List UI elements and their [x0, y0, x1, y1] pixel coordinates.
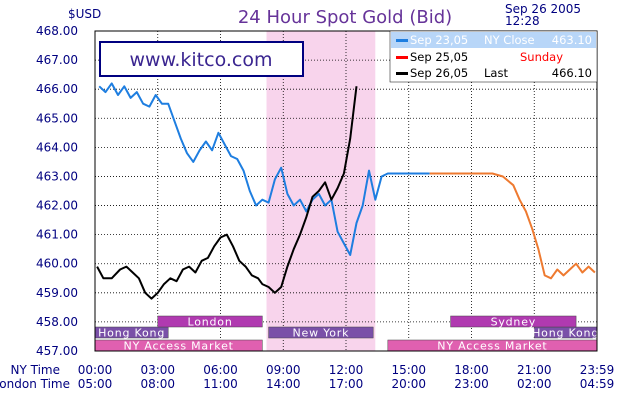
y-tick-label: 468.00	[36, 24, 78, 38]
x-tick-label-ny: 09:00	[266, 363, 301, 377]
market-bar-label: London	[187, 316, 232, 329]
ny-time-label: NY Time	[11, 363, 61, 377]
market-bar	[450, 315, 577, 328]
x-tick-label-london: 02:00	[517, 377, 552, 391]
y-axis-unit-label: $USD	[68, 7, 101, 21]
y-tick-label: 459.00	[36, 286, 78, 300]
legend-date: Sep 26,05	[410, 66, 468, 80]
x-tick-label-ny: 21:00	[517, 363, 552, 377]
legend-label: Last	[484, 66, 508, 80]
legend-label: Sunday	[520, 50, 563, 64]
x-tick-label-london: 08:00	[140, 377, 175, 391]
y-tick-label: 462.00	[36, 199, 78, 213]
legend-date: Sep 25,05	[410, 50, 468, 64]
series-line	[96, 86, 358, 300]
legend-value: 466.10	[552, 66, 592, 80]
x-tick-label-london: 11:00	[203, 377, 238, 391]
x-tick-label-london: 04:59	[580, 377, 615, 391]
watermark-box	[99, 41, 304, 77]
legend-value: 463.10	[552, 33, 592, 47]
legend-row-highlight	[391, 32, 596, 48]
y-tick-label: 464.00	[36, 140, 78, 154]
market-bar-label: NY Access Market	[437, 340, 547, 353]
market-bar-label: New York	[293, 327, 350, 340]
market-bar-label: Hong Kong	[98, 327, 165, 340]
legend-swatch	[396, 56, 408, 59]
series-line	[98, 82, 430, 256]
market-bar-label: NY Access Market	[124, 340, 234, 353]
chart-date: Sep 26 2005	[505, 2, 581, 16]
y-tick-label: 466.00	[36, 82, 78, 96]
x-tick-label-london: 17:00	[329, 377, 364, 391]
series-line	[429, 172, 596, 280]
y-tick-label: 457.00	[36, 344, 78, 358]
x-tick-label-ny: 00:00	[78, 363, 113, 377]
watermark-text: www.kitco.com	[129, 49, 272, 71]
x-tick-label-london: 23:00	[454, 377, 489, 391]
y-tick-label: 458.00	[36, 315, 78, 329]
market-bar-label: Hong Kong	[532, 327, 599, 340]
trading-highlight-band	[266, 31, 376, 351]
x-tick-label-london: 20:00	[391, 377, 426, 391]
legend-label: NY Close	[484, 33, 535, 47]
plot-border	[94, 30, 598, 352]
x-tick-label-ny: 18:00	[454, 363, 489, 377]
chart-time: 12:28	[505, 14, 540, 28]
y-tick-label: 467.00	[36, 53, 78, 67]
x-tick-label-ny: 06:00	[203, 363, 238, 377]
london-time-label: London Time	[0, 377, 70, 391]
x-tick-label-london: 14:00	[266, 377, 301, 391]
x-tick-label-ny: 15:00	[391, 363, 426, 377]
y-tick-label: 463.00	[36, 169, 78, 183]
x-tick-label-london: 05:00	[78, 377, 113, 391]
legend-swatch	[396, 72, 408, 75]
legend-date: Sep 23,05	[410, 33, 468, 47]
y-tick-label: 460.00	[36, 257, 78, 271]
chart-title: 24 Hour Spot Gold (Bid)	[238, 7, 452, 28]
y-tick-label: 461.00	[36, 228, 78, 242]
x-tick-label-ny: 03:00	[140, 363, 175, 377]
market-bar	[157, 315, 263, 328]
x-tick-label-ny: 23:59	[580, 363, 615, 377]
y-tick-label: 465.00	[36, 111, 78, 125]
x-tick-label-ny: 12:00	[329, 363, 364, 377]
market-bar-label: Sydney	[491, 316, 537, 329]
market-bar	[268, 326, 374, 339]
legend-swatch	[396, 39, 408, 42]
